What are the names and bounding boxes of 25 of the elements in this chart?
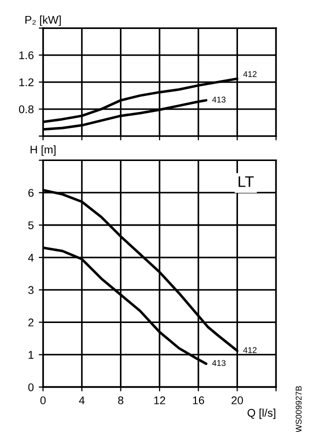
y-tick-label: 3 [28, 286, 34, 294]
y-tick-label: 1 [28, 351, 34, 359]
x-tick-label: 4 [79, 396, 85, 404]
series-label: 413 [212, 96, 226, 103]
x-tick-label: 8 [118, 396, 124, 404]
y-tick-label: 2 [28, 318, 34, 326]
y-tick-label: 4 [28, 254, 34, 262]
x-tick-label: 16 [193, 396, 204, 404]
x-tick-label: 20 [232, 396, 243, 404]
x-tick-label: 0 [40, 396, 46, 404]
series-label: 413 [212, 360, 226, 366]
y-axis-title: P₂ [kW] [25, 16, 61, 26]
series-label: 412 [243, 71, 257, 77]
text: WS009927B [296, 386, 302, 432]
y-tick-label: 1.2 [19, 78, 34, 86]
y-axis-title: H [m] [30, 145, 56, 156]
y-tick-label: 6 [28, 188, 34, 197]
x-tick-label: 12 [154, 396, 166, 404]
y-tick-label: 0 [28, 383, 34, 392]
annotation: LT [238, 176, 254, 187]
y-tick-label: 1.6 [19, 51, 34, 60]
y-tick-label: 0.8 [18, 105, 34, 114]
y-tick-label: 5 [28, 221, 34, 230]
series-label: 412 [243, 347, 257, 353]
x-axis-title: Q [l/s] [248, 408, 276, 419]
